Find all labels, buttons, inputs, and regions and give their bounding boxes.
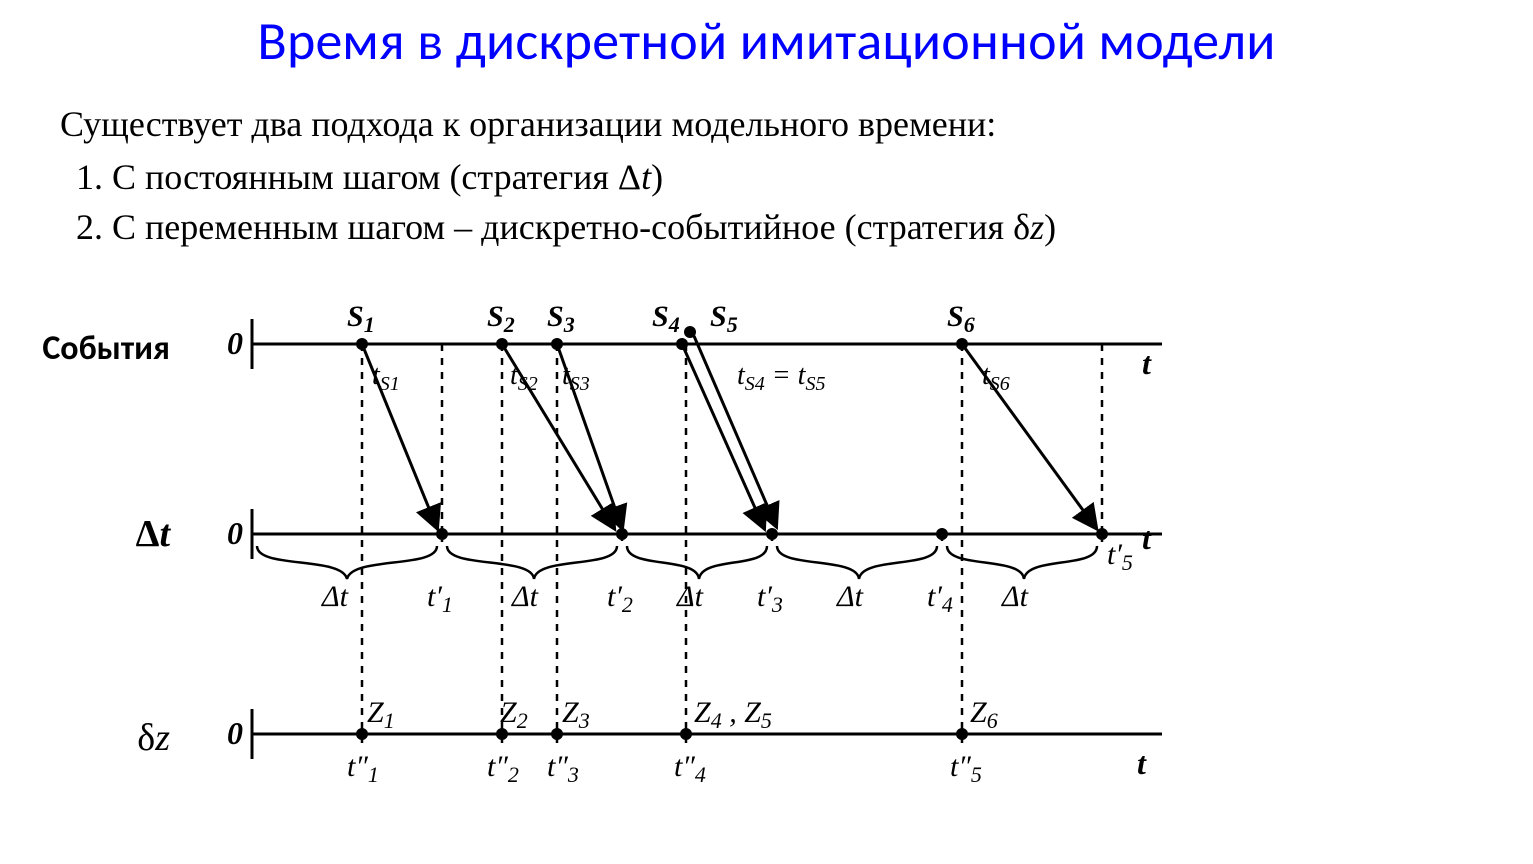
t-axis-1: t	[1142, 345, 1152, 381]
svg-text:Z4 , Z5: Z4 , Z5	[694, 696, 772, 733]
svg-text:Δt: Δt	[836, 580, 864, 613]
svg-text:t′1: t′1	[427, 580, 453, 617]
svg-text:tS3: tS3	[562, 360, 590, 395]
item1-c: )	[651, 157, 663, 197]
intro-text: Существует два подхода к организации мод…	[60, 104, 996, 144]
rowlabel-dt: Δt	[0, 512, 170, 556]
svg-text:t″1: t″1	[347, 750, 379, 787]
rowlabel-dz-b: z	[155, 717, 170, 759]
svg-text:Z6: Z6	[970, 696, 998, 733]
dt-labels: Δt Δt Δt Δt Δt t′1 t′2 t′3 t′4 t′5	[321, 538, 1133, 617]
svg-text:Δt: Δt	[321, 580, 349, 613]
svg-text:t′3: t′3	[757, 580, 783, 617]
svg-text:S4: S4	[652, 300, 680, 337]
rowlabel-dz: δz	[0, 716, 170, 760]
svg-text:S2: S2	[487, 300, 515, 337]
svg-text:S3: S3	[547, 300, 575, 337]
rowlabel-events: События	[0, 328, 170, 369]
intro-item-1: С постоянным шагом (стратегия Δt)	[112, 153, 1473, 202]
svg-text:t′2: t′2	[607, 580, 633, 617]
svg-text:t″2: t″2	[487, 750, 519, 787]
rowlabel-dt-a: Δ	[136, 513, 160, 555]
svg-text:Δt: Δt	[1001, 580, 1029, 613]
svg-text:Δt: Δt	[511, 580, 539, 613]
svg-text:t″5: t″5	[950, 750, 982, 787]
diagram: 0 t S1 S2 S3 S4 S5	[182, 284, 1222, 804]
item1-b: t	[641, 157, 651, 197]
svg-text:Δt: Δt	[676, 580, 704, 613]
item2-c: )	[1044, 207, 1056, 247]
svg-text:Z3: Z3	[562, 696, 590, 733]
svg-text:S5: S5	[710, 300, 738, 337]
zero-1: 0	[227, 325, 243, 361]
svg-text:t″4: t″4	[674, 750, 706, 787]
svg-text:tS4 = tS5: tS4 = tS5	[737, 360, 825, 395]
svg-text:S1: S1	[347, 300, 375, 337]
svg-text:t′4: t′4	[927, 580, 953, 617]
svg-text:Z1: Z1	[367, 696, 395, 733]
zero-3: 0	[227, 715, 243, 751]
t-axis-2: t	[1142, 520, 1152, 556]
svg-text:Z2: Z2	[500, 696, 528, 733]
dashed-verticals	[362, 344, 1102, 744]
dz-labels: Z1 Z2 Z3 Z4 , Z5 Z6 t″1 t″2 t″3 t″4 t″5	[347, 696, 998, 787]
item2-b: z	[1030, 207, 1044, 247]
intro-block: Существует два подхода к организации мод…	[60, 100, 1473, 252]
rowlabel-dt-b: t	[159, 513, 170, 555]
slide-title: Время в дискретной имитационной модели	[60, 0, 1473, 74]
intro-item-2: С переменным шагом – дискретно-событийно…	[112, 203, 1473, 252]
svg-text:t′5: t′5	[1107, 538, 1133, 575]
rowlabel-dz-a: δ	[137, 717, 155, 759]
t-axis-3: t	[1137, 745, 1147, 781]
svg-text:t″3: t″3	[547, 750, 579, 787]
dt-braces	[257, 546, 1097, 579]
item2-a: С переменным шагом – дискретно-событийно…	[112, 207, 1030, 247]
zero-2: 0	[227, 515, 243, 551]
svg-text:S6: S6	[947, 300, 975, 337]
item1-a: С постоянным шагом (стратегия Δ	[112, 157, 641, 197]
